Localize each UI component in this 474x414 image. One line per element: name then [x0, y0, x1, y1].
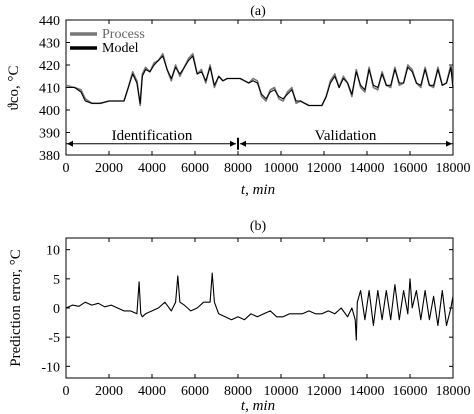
x-tick-label: 16000 — [393, 161, 428, 176]
legend-process-label: Process — [102, 27, 145, 42]
x-tick-label: 0 — [63, 384, 70, 399]
y-tick-label: -10 — [41, 360, 60, 375]
y-tick-label: -5 — [48, 331, 60, 346]
panel-a-legend: Process Model — [70, 27, 145, 56]
x-tick-label: 18000 — [436, 384, 471, 399]
panel-a: (a) 0 2000 4000 6000 8000 10000 12000 14000 1600… — [6, 4, 471, 198]
panel-a-x-axis-label: t, min — [241, 182, 275, 198]
y-tick-label: 390 — [39, 127, 60, 142]
identification-label: Identification — [112, 128, 193, 144]
x-tick-label: 18000 — [436, 161, 471, 176]
y-tick-label: 400 — [39, 104, 60, 119]
y-tick-label: 380 — [39, 149, 60, 164]
panel-a-label: (a) — [250, 4, 266, 19]
y-tick-label: 0 — [53, 302, 60, 317]
arrowhead — [446, 140, 452, 147]
y-tick-label: 420 — [39, 59, 60, 74]
y-tick-label: 430 — [39, 37, 60, 52]
annotation-bg — [94, 129, 210, 143]
x-tick-label: 2000 — [95, 384, 123, 399]
x-tick-label: 4000 — [138, 161, 166, 176]
x-tick-label: 8000 — [224, 161, 252, 176]
panel-b-x-axis-label: t, min — [241, 398, 275, 414]
y-tick-label: 440 — [39, 14, 60, 29]
panel-a-x-ticks: 0 2000 4000 6000 8000 10000 12000 14000 16000 180… — [63, 20, 471, 176]
x-tick-label: 10000 — [264, 161, 299, 176]
y-tick-label: 10 — [46, 244, 60, 259]
x-tick-label: 6000 — [181, 161, 209, 176]
x-tick-label: 12000 — [307, 161, 342, 176]
x-tick-label: 14000 — [350, 161, 385, 176]
panel-b-series — [65, 272, 454, 341]
x-tick-label: 0 — [63, 161, 70, 176]
series-line-model — [66, 55, 454, 107]
legend-model-label: Model — [102, 41, 139, 56]
panel-a-y-ticks: 380 390 400 410 420 430 440 — [39, 14, 453, 164]
series-line-prediction-error — [65, 272, 454, 341]
y-tick-label: 410 — [39, 82, 60, 97]
x-tick-label: 8000 — [224, 384, 252, 399]
x-tick-label: 4000 — [138, 384, 166, 399]
x-tick-label: 12000 — [307, 384, 342, 399]
y-tick-label: 5 — [53, 273, 60, 288]
x-tick-label: 16000 — [393, 384, 428, 399]
x-tick-label: 14000 — [350, 384, 385, 399]
series-line-process — [65, 52, 454, 107]
panel-b-y-axis-label: Prediction error, °C — [8, 249, 24, 366]
panel-b-y-ticks: -10 -5 0 5 10 — [41, 244, 453, 375]
arrowhead — [67, 140, 73, 147]
panel-a-annotations: Identification Validation — [66, 128, 453, 150]
arrowhead — [240, 140, 246, 147]
x-tick-label: 2000 — [95, 161, 123, 176]
arrowhead — [230, 140, 236, 147]
panel-b-x-ticks: 0 2000 4000 6000 8000 10000 12000 14000 16000 180… — [63, 238, 471, 399]
panel-a-series — [65, 52, 454, 107]
panel-b: (b) 0 2000 4000 6000 8000 10000 12000 14000 1600… — [8, 219, 471, 414]
panel-b-plot-frame — [65, 237, 454, 379]
x-tick-label: 6000 — [181, 384, 209, 399]
annotation-bg — [303, 129, 388, 143]
validation-label: Validation — [315, 128, 377, 144]
panel-a-y-axis-label: ϑco, °C — [6, 65, 22, 110]
panel-b-label: (b) — [250, 219, 267, 234]
x-tick-label: 10000 — [264, 384, 299, 399]
